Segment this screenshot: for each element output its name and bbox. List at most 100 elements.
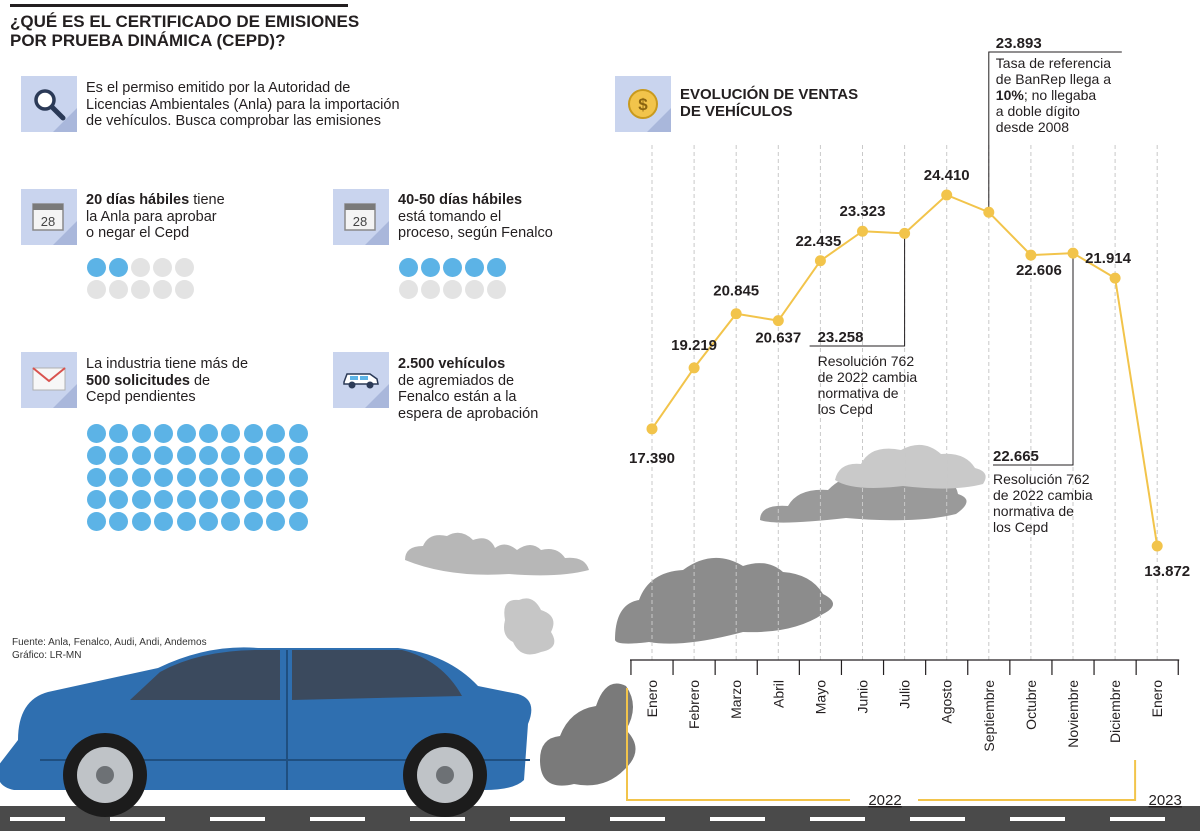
data-point [688,362,700,374]
data-point [1025,249,1037,261]
data-point [899,227,911,239]
source-line: Fuente: Anla, Fenalco, Audi, Andi, Andem… [12,637,207,648]
data-label: 23.893 [996,35,1042,52]
road [0,806,1200,831]
dot-empty [487,280,506,299]
vehicles-line-2: de agremiados de [398,372,515,389]
dot-filled [288,424,308,443]
fenalco-days-line-3: proceso, según Fenalco [398,225,553,241]
dot-filled [443,258,462,277]
fenalco-days-line-2: está tomando el [398,208,502,225]
dot-filled [266,468,286,487]
source-note: Fuente: Anla, Fenalco, Audi, Andi, Andem… [12,636,207,662]
data-label: 21.914 [1085,250,1132,267]
data-point [814,255,826,267]
dot-filled [109,468,129,487]
data-point [646,423,658,435]
dot-filled [109,424,129,443]
fenalco-days-bold: 40-50 días hábiles [398,192,523,208]
annotation-leader [993,253,1074,466]
dot-empty [131,280,150,299]
x-tick-label: Junio [855,680,871,714]
data-label: 19.219 [671,337,717,354]
definition-line-1: Es el permiso emitido por la Autoridad d… [86,80,351,96]
data-label: 22.435 [795,233,841,250]
dot-filled [243,512,263,531]
dot-filled [288,446,308,465]
dot-filled [288,512,308,531]
dot-filled [198,490,218,509]
data-label: 22.665 [993,448,1039,465]
dot-filled [221,468,241,487]
dot-filled [109,258,128,277]
dot-empty [465,280,484,299]
dot-filled [87,468,106,487]
dot-empty [421,280,440,299]
dot-filled [221,512,241,531]
dot-filled [131,512,151,531]
vehicles-line-4: espera de aprobación [398,405,539,422]
dot-filled [198,468,218,487]
dot-filled [87,424,106,443]
anla-days-text: 20 días hábiles tiene la Anla para aprob… [86,192,286,242]
dot-filled [266,490,286,509]
data-label: 24.410 [924,167,970,184]
requests-dots [87,424,308,531]
x-tick-label: Octubre [1023,680,1039,730]
requests-text: La industria tiene más de 500 solicitude… [86,356,306,406]
dot-filled [221,446,241,465]
vehicles-text: 2.500 vehículos de agremiados de Fenalco… [398,356,598,422]
data-label: 20.637 [755,330,801,347]
vehicles-bold: 2.500 vehículos [398,356,506,372]
data-label: 13.872 [1144,563,1190,580]
annotation-rest: ; no llegaba [1024,87,1097,103]
fenalco-days-dots [399,258,506,299]
annotation-text: los Cepd [818,401,873,417]
dot-filled [154,512,174,531]
x-tick-label: Mayo [812,680,828,714]
title-line-2: POR PRUEBA DINÁMICA (CEPD)? [10,31,286,50]
dot-filled [243,446,263,465]
dot-filled [131,446,151,465]
anla-days-bold: 20 días hábiles [86,192,190,208]
dot-filled [399,258,418,277]
anla-days-rest: tiene [189,192,225,208]
x-tick-label: Agosto [939,680,955,724]
dot-filled [131,490,151,509]
dot-filled [198,424,218,443]
dot-filled [109,512,129,531]
x-tick-label: Febrero [686,680,702,729]
chart-title-line-1: EVOLUCIÓN DE VENTAS [680,86,859,103]
annotation-text: 10%; no llegaba [996,87,1097,103]
dot-empty [109,280,128,299]
dot-filled [131,424,151,443]
dot-filled [198,446,218,465]
year-label: 2023 [1149,792,1182,809]
requests-bold: 500 solicitudes [86,372,190,389]
x-tick-label: Abril [770,680,786,708]
requests-line-1: La industria tiene más de [86,356,249,372]
car-illustration [0,647,532,817]
annotation-text: de 2022 cambia [818,369,918,385]
dot-empty [175,280,194,299]
title-rule [10,4,348,7]
annotation-text: Resolución 762 [993,471,1090,487]
anla-days-line-3: o negar el Cepd [86,225,190,241]
annotation-leader [809,233,906,347]
year-label: 2022 [868,792,901,809]
x-tick-label: Diciembre [1107,680,1123,743]
dot-empty [443,280,462,299]
dot-empty [175,258,194,277]
dot-empty [153,280,172,299]
calendar-icon: 28 [32,203,64,231]
dot-filled [87,490,106,509]
page-title: ¿QUÉ ES EL CERTIFICADO DE EMISIONES POR … [10,12,370,50]
vehicles-icon-box [333,352,389,408]
data-label: 23.323 [840,203,886,220]
dot-filled [266,446,286,465]
definition-line-3: de vehículos. Busca comprobar las emisio… [86,113,381,129]
calendar-number: 28 [41,214,55,229]
annotation-text: desde 2008 [996,119,1069,135]
data-point [1109,272,1121,284]
